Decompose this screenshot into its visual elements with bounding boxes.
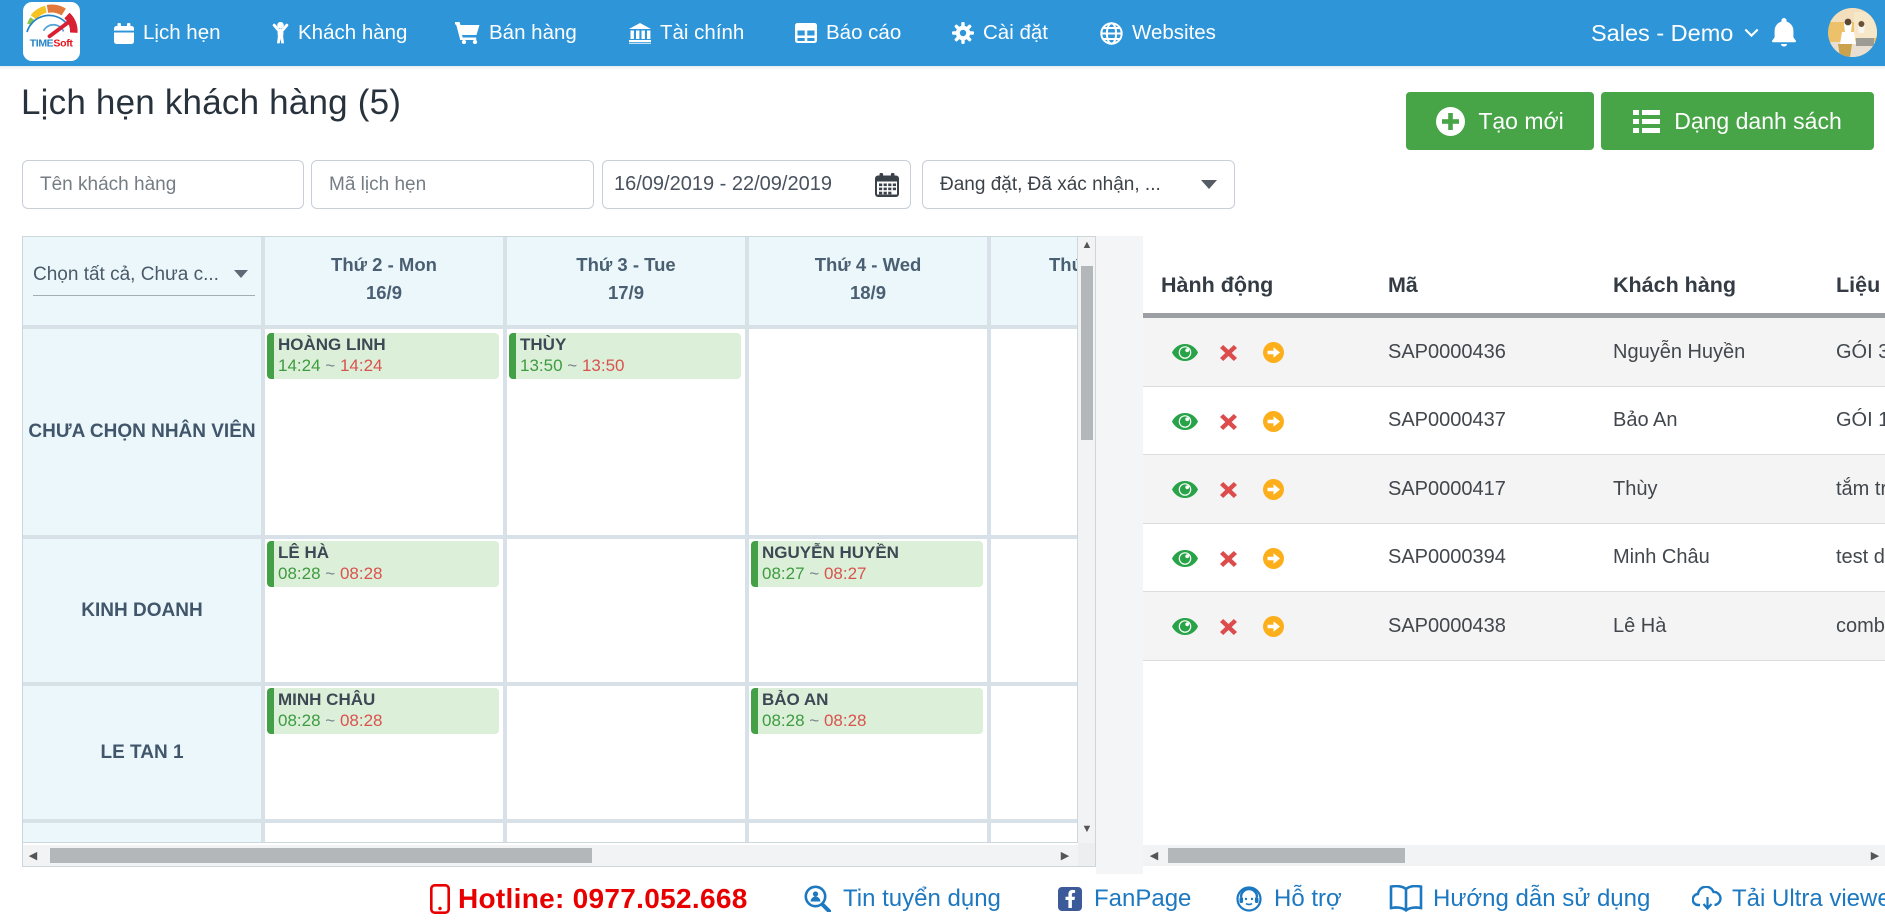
svg-text:Soft: Soft (53, 38, 73, 50)
svg-text:TIME: TIME (30, 38, 54, 50)
